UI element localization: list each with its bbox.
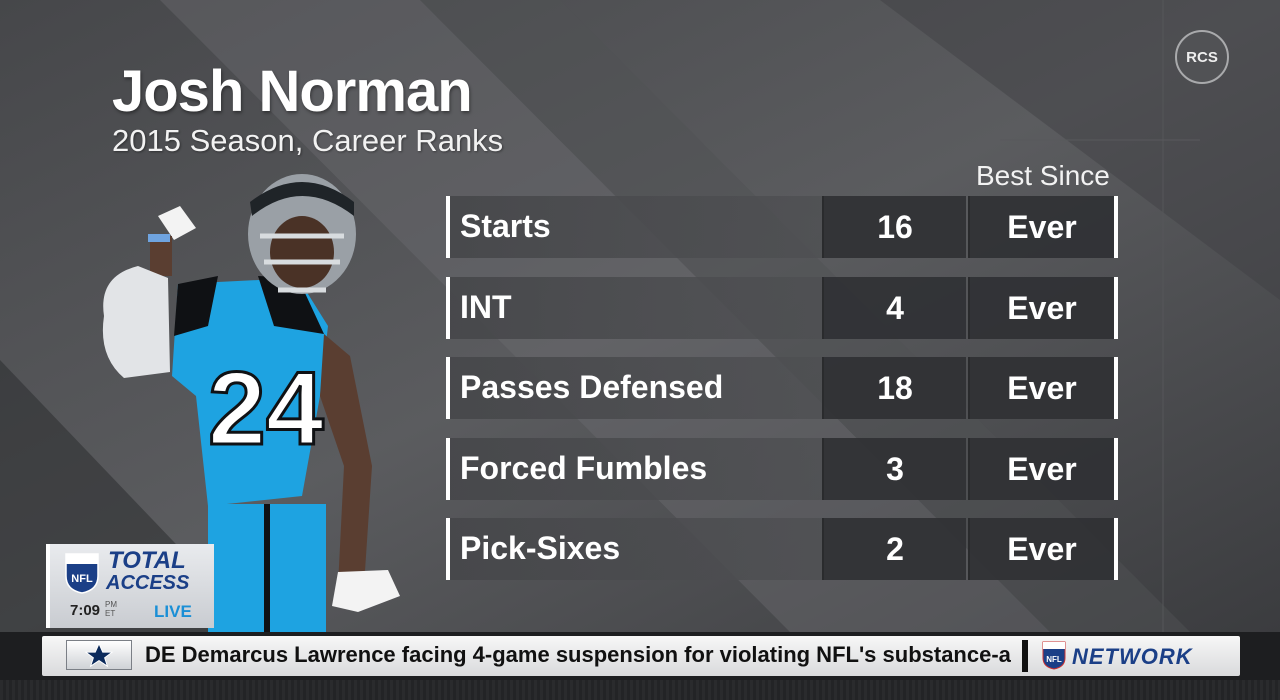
stat-value: 3: [822, 438, 966, 500]
player-image: 24: [102, 174, 400, 632]
stat-row-starts: Starts 16 Ever: [446, 196, 1118, 258]
clock-suffix: PM ET: [105, 600, 117, 618]
svg-text:NFL: NFL: [71, 573, 93, 585]
stat-value: 18: [822, 357, 966, 419]
stat-value: 16: [822, 196, 966, 258]
stat-value: 4: [822, 277, 966, 339]
stat-value: 2: [822, 518, 966, 580]
total-access-bug: NFL TOTAL ACCESS 7:09 PM ET LIVE: [46, 544, 214, 628]
cowboys-star-icon: [66, 640, 132, 670]
network-name: NETWORK: [1072, 644, 1193, 669]
column-header-best-since: Best Since: [976, 160, 1110, 191]
show-title-line1: TOTAL: [108, 547, 186, 574]
stat-row-passes-defensed: Passes Defensed 18 Ever: [446, 357, 1118, 419]
live-indicator: LIVE: [154, 602, 192, 621]
player-name: Josh Norman: [112, 59, 473, 124]
stat-label: Forced Fumbles: [460, 450, 708, 486]
ticker-headline: DE Demarcus Lawrence facing 4-game suspe…: [145, 642, 1011, 667]
stat-label: Starts: [460, 208, 551, 244]
nfl-shield-icon: NFL: [65, 553, 99, 594]
stat-row-int: INT 4 Ever: [446, 277, 1118, 339]
stat-best-since: Ever: [968, 196, 1114, 258]
stat-best-since: Ever: [968, 277, 1114, 339]
stat-label: Passes Defensed: [460, 369, 724, 405]
clock-time: 7:09: [70, 602, 101, 619]
stat-best-since: Ever: [968, 357, 1114, 419]
stat-best-since: Ever: [968, 438, 1114, 500]
stat-row-forced-fumbles: Forced Fumbles 3 Ever: [446, 438, 1118, 500]
news-ticker: DE Demarcus Lawrence facing 4-game suspe…: [0, 632, 1280, 700]
show-title-line2: ACCESS: [106, 572, 190, 594]
stat-row-pick-sixes: Pick-Sixes 2 Ever: [446, 518, 1118, 580]
stat-best-since: Ever: [968, 518, 1114, 580]
stat-label: Pick-Sixes: [460, 530, 621, 566]
svg-text:NFL: NFL: [1046, 655, 1062, 664]
page-subtitle: 2015 Season, Career Ranks: [112, 123, 504, 158]
ticker-strip: DE Demarcus Lawrence facing 4-game suspe…: [42, 636, 1240, 676]
ticker-divider: [1022, 640, 1028, 672]
rcs-badge: RCS: [1175, 30, 1229, 84]
nfl-shield-icon: NFL: [1042, 641, 1066, 670]
ticker-bottom-strip: [0, 680, 1280, 700]
jersey-number: 24: [208, 351, 324, 467]
stat-label: INT: [460, 289, 512, 325]
